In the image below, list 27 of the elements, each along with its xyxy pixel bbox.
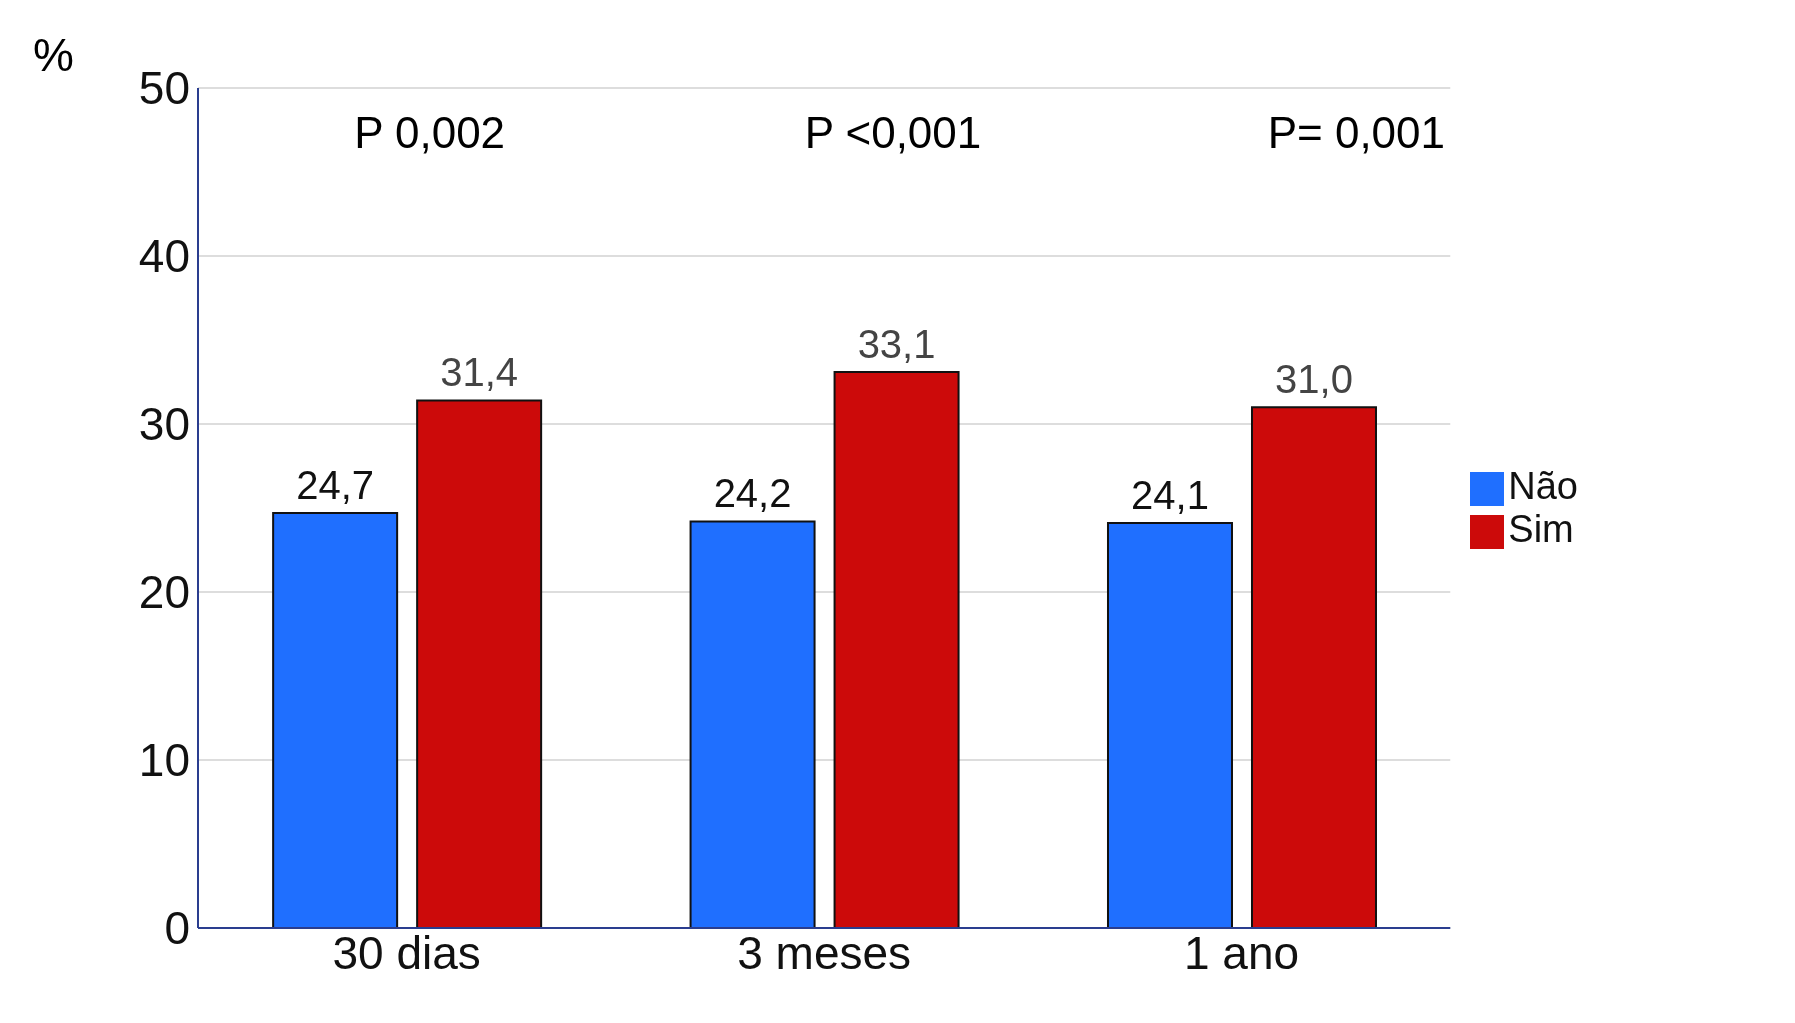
y-axis-title: % <box>33 28 74 82</box>
y-tick-label: 0 <box>164 902 190 955</box>
y-tick-label: 30 <box>138 398 190 451</box>
y-tick-label: 20 <box>138 566 190 619</box>
annotation: P 0,002 <box>353 108 507 158</box>
data-label: 31,0 <box>1275 357 1353 402</box>
bar <box>416 399 543 928</box>
annotation: P <0,001 <box>803 108 983 158</box>
legend-label: Sim <box>1508 508 1574 550</box>
y-tick-label: 40 <box>138 230 190 283</box>
x-tick-label: 3 meses <box>737 926 912 979</box>
data-label: 33,1 <box>857 321 936 366</box>
legend-label: Não <box>1508 465 1578 507</box>
bar <box>272 512 399 928</box>
annotation: P= 0,001 <box>1266 108 1446 158</box>
x-tick-label: 30 dias <box>332 926 481 979</box>
bar <box>1106 522 1233 928</box>
data-label: 24,2 <box>713 471 792 516</box>
data-label: 24,7 <box>296 463 375 508</box>
bar <box>689 520 816 928</box>
y-tick-label: 50 <box>138 62 190 115</box>
bar <box>833 370 960 928</box>
bar <box>1250 406 1377 928</box>
x-tick-label: 1 ano <box>1184 926 1300 979</box>
data-label: 24,1 <box>1131 473 1209 518</box>
y-tick-label: 10 <box>138 734 190 787</box>
data-label: 31,4 <box>440 350 519 395</box>
